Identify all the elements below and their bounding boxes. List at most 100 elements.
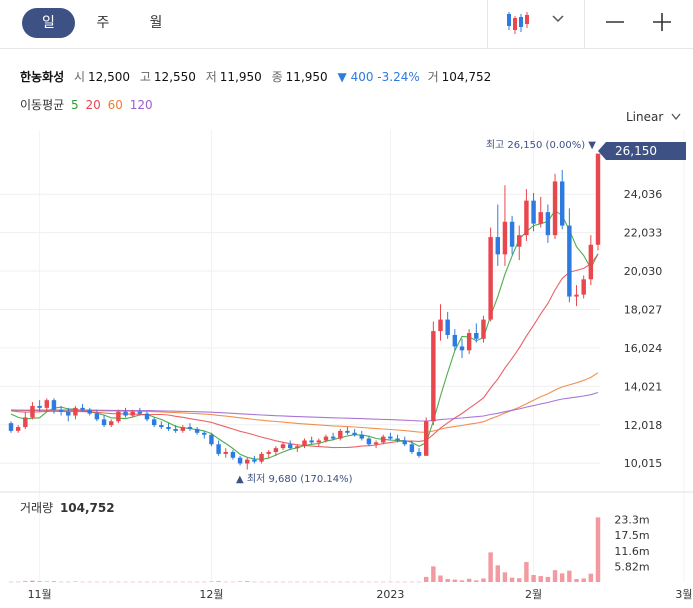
volume-bar <box>502 572 508 582</box>
volume-bar <box>151 581 157 583</box>
volume-panel-title: 거래량 <box>20 501 54 515</box>
high-label: 고 <box>139 70 151 84</box>
toolbar-divider <box>584 0 585 48</box>
y-tick-label: 12,018 <box>624 419 663 432</box>
volume-tick-label: 11.6m <box>614 545 649 558</box>
candle-body <box>438 319 443 332</box>
price-summary: 한농화성 시 12,500 고 12,550 저 11,950 종 11,950 ▼ 4… <box>20 68 497 85</box>
candle-body <box>466 333 472 351</box>
candle-body <box>481 319 486 339</box>
volume-bar <box>101 581 107 583</box>
volume-bar <box>280 581 286 583</box>
candle-body <box>416 451 422 456</box>
y-tick-label: 10,015 <box>624 457 663 470</box>
candle-body <box>137 411 143 414</box>
y-tick-label: 16,024 <box>624 342 663 355</box>
candle-body <box>180 427 186 431</box>
volume-bar <box>309 581 314 583</box>
volume-bar <box>431 566 436 582</box>
volume-bar <box>166 581 171 583</box>
volume-tick-label: 17.5m <box>614 529 649 542</box>
candle-body <box>302 440 307 447</box>
high-value: 12,550 <box>153 70 196 84</box>
candle-body <box>101 419 107 426</box>
chart-type-button[interactable] <box>500 10 570 38</box>
volume-bar <box>180 581 186 583</box>
candle-body <box>452 334 458 347</box>
volume-bar <box>338 581 343 583</box>
chevron-down-icon <box>671 113 681 121</box>
volume-tick-label: 23.3m <box>614 513 649 526</box>
x-tick-label: 12월 <box>199 588 223 601</box>
volume-bar <box>116 581 121 583</box>
volume-bar <box>509 577 515 582</box>
volume-bar <box>194 581 200 583</box>
tab-month[interactable]: 월 <box>149 15 163 31</box>
volume-bar <box>237 581 243 582</box>
close-label: 종 <box>271 70 283 84</box>
open-value: 12,500 <box>88 70 131 84</box>
candle-body <box>352 432 357 435</box>
candle-body <box>230 451 236 458</box>
candle-body <box>109 421 114 426</box>
volume-bar <box>230 581 236 583</box>
volume-bar <box>452 579 458 582</box>
volume-bar <box>445 579 450 582</box>
candle-body <box>273 448 279 452</box>
volume-bar <box>137 581 143 583</box>
candle-body <box>223 451 228 454</box>
volume-bar <box>144 581 150 583</box>
candle-body <box>388 436 393 439</box>
volume-bar <box>316 581 322 583</box>
ma-120-line <box>10 391 599 422</box>
candle-body <box>559 181 565 226</box>
volume-bar <box>567 570 572 582</box>
volume-bar <box>66 581 71 583</box>
candle-body <box>116 411 121 422</box>
candle-body <box>488 237 493 320</box>
candle-body <box>173 428 178 431</box>
volume-bar <box>388 581 393 583</box>
volume-bar <box>44 581 50 582</box>
volume-panel-value: 104,752 <box>59 501 115 515</box>
low-label: 저 <box>205 70 217 84</box>
volume-bar <box>359 581 364 583</box>
moving-average-legend[interactable]: 이동평균 5 20 60 120 <box>20 96 153 113</box>
volume-bar <box>581 578 586 582</box>
volume-bar <box>330 581 336 583</box>
zoom-out-button[interactable] <box>605 12 625 32</box>
tab-day[interactable]: 일 <box>22 8 75 38</box>
candle-body <box>495 237 500 255</box>
candle-body <box>44 400 50 408</box>
volume-bar <box>87 581 92 583</box>
candle-body <box>359 434 364 439</box>
candle-body <box>338 430 343 439</box>
candle-body <box>252 459 257 462</box>
candle-body <box>144 413 150 420</box>
scale-selector[interactable]: Linear <box>626 110 681 124</box>
volume-bar <box>245 581 250 582</box>
zoom-in-button[interactable] <box>652 12 672 32</box>
tab-week[interactable]: 주 <box>96 15 110 31</box>
volume-bar <box>80 581 85 583</box>
volume-bar <box>216 581 221 582</box>
volume-bar <box>130 581 135 583</box>
candle-body <box>366 438 372 445</box>
candle-body <box>245 459 250 464</box>
toolbar-divider <box>487 0 488 48</box>
candle-body <box>58 409 64 412</box>
volume-bar <box>409 581 415 583</box>
candle-body <box>37 405 42 408</box>
volume-bar <box>352 581 357 583</box>
candle-body <box>130 411 135 416</box>
candle-body <box>595 153 601 245</box>
candle-body <box>216 444 221 454</box>
candle-body <box>531 200 536 224</box>
volume-bar <box>273 581 279 583</box>
candle-body <box>567 225 572 297</box>
volume-bar <box>495 565 500 582</box>
volume-bar <box>438 575 443 582</box>
candle-body <box>187 427 193 429</box>
volume-bar <box>517 578 522 582</box>
